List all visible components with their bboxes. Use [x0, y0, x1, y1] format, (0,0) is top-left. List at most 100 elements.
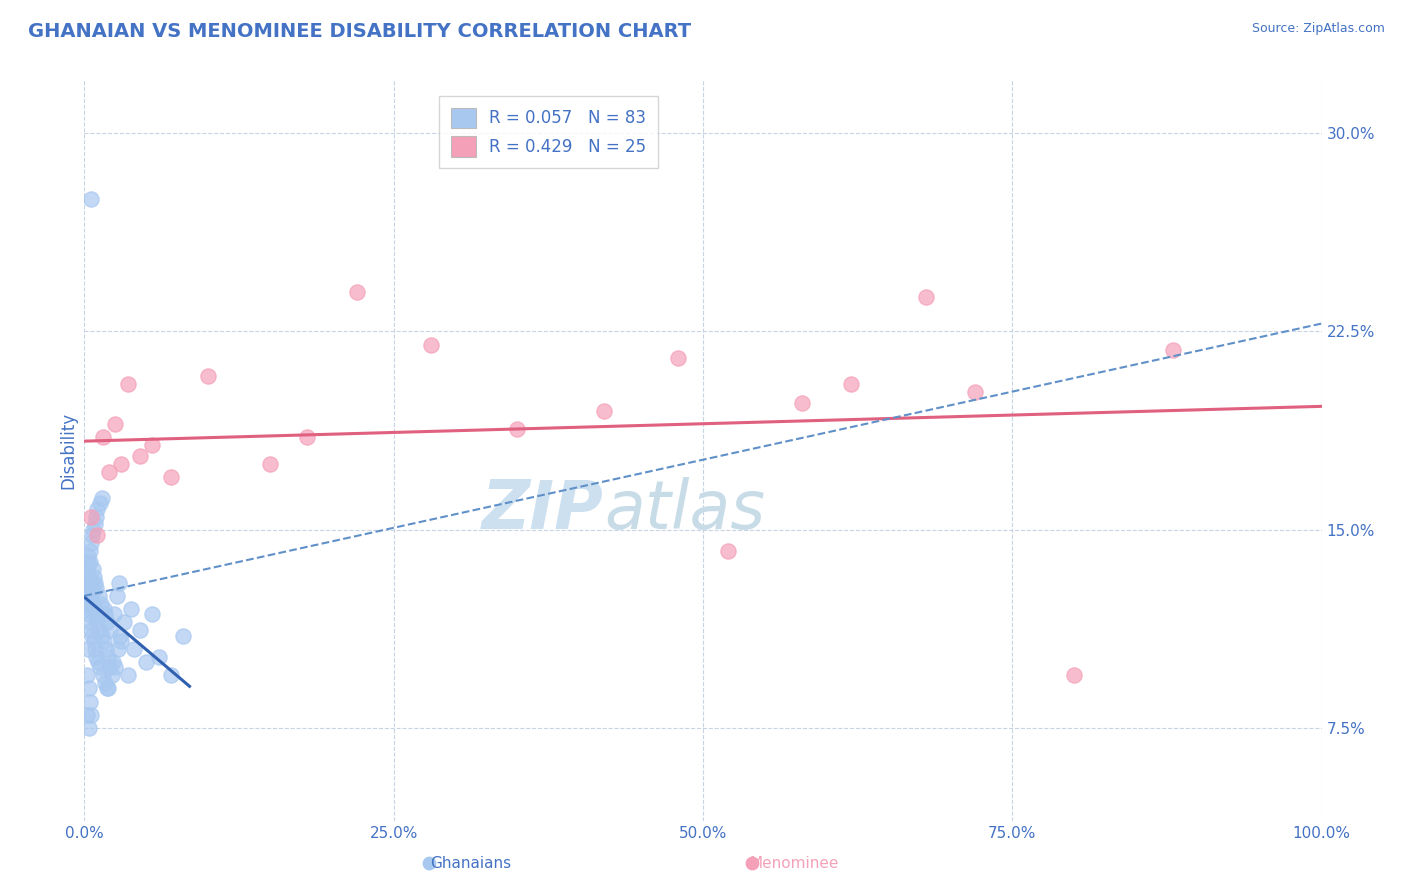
Point	[141, 438, 163, 452]
Legend: R = 0.057   N = 83, R = 0.429   N = 25: R = 0.057 N = 83, R = 0.429 N = 25	[439, 96, 658, 169]
Point	[80, 528, 103, 542]
Point	[94, 607, 117, 622]
Point	[96, 681, 118, 696]
Point	[80, 536, 103, 550]
Point	[91, 430, 114, 444]
Point	[259, 457, 281, 471]
Point	[593, 404, 616, 418]
Point	[103, 607, 125, 622]
Point	[97, 681, 120, 696]
Point	[105, 589, 128, 603]
Point	[76, 581, 98, 595]
Point	[77, 607, 100, 622]
Point	[82, 523, 104, 537]
Point	[160, 668, 183, 682]
Text: atlas: atlas	[605, 476, 765, 542]
Point	[76, 589, 98, 603]
Point	[419, 337, 441, 351]
Point	[82, 629, 104, 643]
Point	[77, 570, 100, 584]
Text: Ghanaians: Ghanaians	[430, 856, 512, 871]
Point	[89, 496, 111, 510]
Point	[86, 615, 108, 630]
Point	[89, 660, 111, 674]
Point	[965, 385, 987, 400]
Point	[122, 641, 145, 656]
Point	[666, 351, 689, 365]
Point	[79, 589, 101, 603]
Point	[76, 707, 98, 722]
Point	[717, 544, 740, 558]
Point	[104, 417, 127, 431]
Point	[100, 668, 122, 682]
Point	[110, 629, 132, 643]
Point	[148, 649, 170, 664]
Point	[83, 633, 105, 648]
Point	[346, 285, 368, 299]
Point	[90, 629, 112, 643]
Text: GHANAIAN VS MENOMINEE DISABILITY CORRELATION CHART: GHANAIAN VS MENOMINEE DISABILITY CORRELA…	[28, 22, 692, 41]
Point	[83, 517, 105, 532]
Point	[1063, 668, 1085, 682]
Text: Menominee: Menominee	[749, 856, 839, 871]
Point	[93, 602, 115, 616]
Point	[84, 575, 107, 590]
Point	[94, 641, 117, 656]
Point	[77, 641, 100, 656]
Point	[108, 575, 131, 590]
Point	[77, 597, 100, 611]
Point	[79, 602, 101, 616]
Point	[112, 615, 135, 630]
Point	[197, 369, 219, 384]
Point	[76, 562, 98, 576]
Point	[107, 641, 129, 656]
Point	[120, 602, 142, 616]
Point	[295, 430, 318, 444]
Point	[914, 290, 936, 304]
Point	[135, 655, 157, 669]
Point	[82, 597, 104, 611]
Point	[91, 491, 114, 505]
Point	[79, 192, 101, 206]
Point	[172, 629, 194, 643]
Point	[80, 575, 103, 590]
Point	[129, 449, 152, 463]
Point	[1161, 343, 1184, 357]
Point	[160, 470, 183, 484]
Point	[418, 856, 440, 871]
Point	[94, 676, 117, 690]
Point	[96, 615, 118, 630]
Point	[101, 655, 124, 669]
Point	[86, 501, 108, 516]
Point	[110, 633, 132, 648]
Point	[79, 509, 101, 524]
Point	[83, 641, 105, 656]
Point	[82, 562, 104, 576]
Point	[110, 457, 132, 471]
Point	[84, 509, 107, 524]
Point	[97, 649, 120, 664]
Point	[98, 660, 121, 674]
Point	[75, 575, 97, 590]
Point	[79, 544, 101, 558]
Point	[86, 581, 108, 595]
Point	[79, 695, 101, 709]
Point	[141, 607, 163, 622]
Point	[80, 581, 103, 595]
Point	[84, 607, 107, 622]
Point	[841, 377, 863, 392]
Point	[87, 655, 110, 669]
Point	[86, 528, 108, 542]
Point	[83, 602, 105, 616]
Point	[129, 624, 152, 638]
Point	[87, 589, 110, 603]
Point	[790, 396, 813, 410]
Point	[76, 668, 98, 682]
Point	[117, 377, 139, 392]
Text: ZIP: ZIP	[482, 476, 605, 542]
Point	[83, 570, 105, 584]
Point	[79, 615, 101, 630]
Point	[79, 681, 101, 696]
Point	[741, 856, 763, 871]
Text: Source: ZipAtlas.com: Source: ZipAtlas.com	[1251, 22, 1385, 36]
